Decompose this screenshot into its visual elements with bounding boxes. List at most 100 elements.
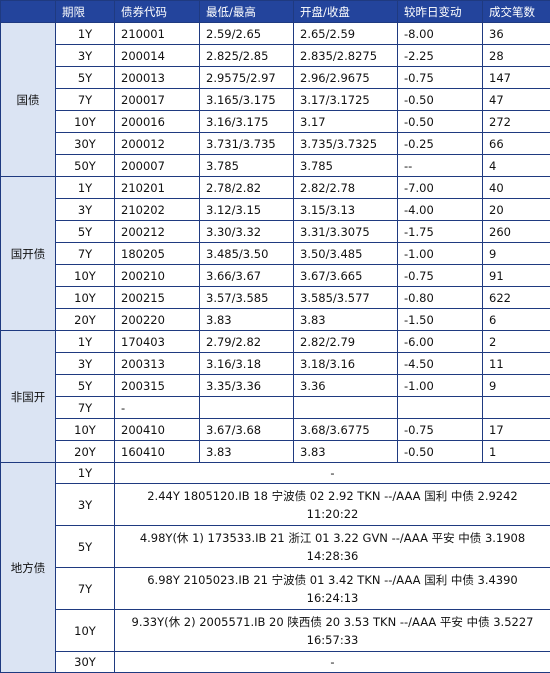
code-cell: 200210	[115, 265, 200, 287]
category-guokaizhai: 国开债	[1, 177, 56, 331]
local-bond-detail: 6.98Y 2105023.IB 21 宁波债 01 3.42 TKN --/A…	[115, 568, 550, 610]
term-cell: 10Y	[56, 265, 115, 287]
header-open-close: 开盘/收盘	[294, 1, 398, 23]
trades-cell: 4	[483, 155, 550, 177]
change-cell: -7.00	[398, 177, 483, 199]
table-row: 3Y 2.44Y 1805120.IB 18 宁波债 02 2.92 TKN -…	[1, 484, 550, 526]
local-bond-detail: 9.33Y(休 2) 2005571.IB 20 陕西债 20 3.53 TKN…	[115, 610, 550, 652]
change-cell: -1.00	[398, 375, 483, 397]
low-high-cell: 3.16/3.18	[200, 353, 294, 375]
term-cell: 5Y	[56, 526, 115, 568]
code-cell: 160410	[115, 441, 200, 463]
code-cell: 170403	[115, 331, 200, 353]
open-close-cell: 3.785	[294, 155, 398, 177]
term-cell: 5Y	[56, 375, 115, 397]
header-row: 期限 债券代码 最低/最高 开盘/收盘 较昨日变动 成交笔数	[1, 1, 550, 23]
trades-cell: 2	[483, 331, 550, 353]
table-row: 国债 1Y 210001 2.59/2.65 2.65/2.59 -8.00 3…	[1, 23, 550, 45]
open-close-cell: 3.31/3.3075	[294, 221, 398, 243]
term-cell: 7Y	[56, 243, 115, 265]
term-cell: 7Y	[56, 89, 115, 111]
change-cell: -8.00	[398, 23, 483, 45]
low-high-cell: 3.83	[200, 309, 294, 331]
code-cell: 210001	[115, 23, 200, 45]
table-row: 7Y 180205 3.485/3.50 3.50/3.485 -1.00 9	[1, 243, 550, 265]
term-cell: 10Y	[56, 111, 115, 133]
table-row: 5Y 200212 3.30/3.32 3.31/3.3075 -1.75 26…	[1, 221, 550, 243]
change-cell: -4.50	[398, 353, 483, 375]
change-cell: -4.00	[398, 199, 483, 221]
local-bond-detail: 2.44Y 1805120.IB 18 宁波债 02 2.92 TKN --/A…	[115, 484, 550, 526]
term-cell: 10Y	[56, 610, 115, 652]
change-cell: -0.80	[398, 287, 483, 309]
term-cell: 5Y	[56, 221, 115, 243]
code-cell: 200014	[115, 45, 200, 67]
trades-cell: 147	[483, 67, 550, 89]
low-high-cell: 3.785	[200, 155, 294, 177]
low-high-cell: 2.79/2.82	[200, 331, 294, 353]
low-high-cell: 3.16/3.175	[200, 111, 294, 133]
term-cell: 30Y	[56, 133, 115, 155]
low-high-cell: 3.30/3.32	[200, 221, 294, 243]
trades-cell: 36	[483, 23, 550, 45]
table-row: 10Y 200016 3.16/3.175 3.17 -0.50 272	[1, 111, 550, 133]
open-close-cell: 2.82/2.79	[294, 331, 398, 353]
change-cell: -6.00	[398, 331, 483, 353]
low-high-cell: 3.12/3.15	[200, 199, 294, 221]
open-close-cell: 3.36	[294, 375, 398, 397]
change-cell: -0.75	[398, 67, 483, 89]
trades-cell: 622	[483, 287, 550, 309]
term-cell: 10Y	[56, 419, 115, 441]
open-close-cell: 3.83	[294, 441, 398, 463]
low-high-cell: 2.59/2.65	[200, 23, 294, 45]
table-row: 3Y 200313 3.16/3.18 3.18/3.16 -4.50 11	[1, 353, 550, 375]
trades-cell: 47	[483, 89, 550, 111]
open-close-cell: 3.67/3.665	[294, 265, 398, 287]
term-cell: 50Y	[56, 155, 115, 177]
change-cell: -1.75	[398, 221, 483, 243]
change-cell: -0.75	[398, 265, 483, 287]
low-high-cell: 3.67/3.68	[200, 419, 294, 441]
code-cell: 200007	[115, 155, 200, 177]
term-cell: 1Y	[56, 23, 115, 45]
table-row: 非国开 1Y 170403 2.79/2.82 2.82/2.79 -6.00 …	[1, 331, 550, 353]
change-cell: -0.50	[398, 89, 483, 111]
low-high-cell	[200, 397, 294, 419]
table-row: 地方债 1Y -	[1, 463, 550, 484]
header-term: 期限	[56, 1, 115, 23]
trades-cell: 11	[483, 353, 550, 375]
low-high-cell: 3.485/3.50	[200, 243, 294, 265]
term-cell: 1Y	[56, 463, 115, 484]
trades-cell: 272	[483, 111, 550, 133]
change-cell	[398, 397, 483, 419]
change-cell: -0.25	[398, 133, 483, 155]
term-cell: 20Y	[56, 309, 115, 331]
code-cell: 200012	[115, 133, 200, 155]
trades-cell: 9	[483, 243, 550, 265]
local-bond-detail: 4.98Y(休 1) 173533.IB 21 浙江 01 3.22 GVN -…	[115, 526, 550, 568]
code-cell: 180205	[115, 243, 200, 265]
trades-cell: 9	[483, 375, 550, 397]
code-cell: -	[115, 397, 200, 419]
corner-header	[1, 1, 56, 23]
category-difangzhai: 地方债	[1, 463, 56, 673]
table-row: 国开债 1Y 210201 2.78/2.82 2.82/2.78 -7.00 …	[1, 177, 550, 199]
code-cell: 210201	[115, 177, 200, 199]
open-close-cell: 2.96/2.9675	[294, 67, 398, 89]
category-guozhai: 国债	[1, 23, 56, 177]
change-cell: -1.50	[398, 309, 483, 331]
term-cell: 3Y	[56, 45, 115, 67]
code-cell: 200013	[115, 67, 200, 89]
trades-cell	[483, 397, 550, 419]
open-close-cell	[294, 397, 398, 419]
low-high-cell: 3.165/3.175	[200, 89, 294, 111]
term-cell: 3Y	[56, 484, 115, 526]
local-bond-detail: -	[115, 652, 550, 673]
open-close-cell: 3.15/3.13	[294, 199, 398, 221]
code-cell: 200313	[115, 353, 200, 375]
trades-cell: 28	[483, 45, 550, 67]
table-row: 5Y 4.98Y(休 1) 173533.IB 21 浙江 01 3.22 GV…	[1, 526, 550, 568]
term-cell: 5Y	[56, 67, 115, 89]
header-low-high: 最低/最高	[200, 1, 294, 23]
term-cell: 3Y	[56, 353, 115, 375]
